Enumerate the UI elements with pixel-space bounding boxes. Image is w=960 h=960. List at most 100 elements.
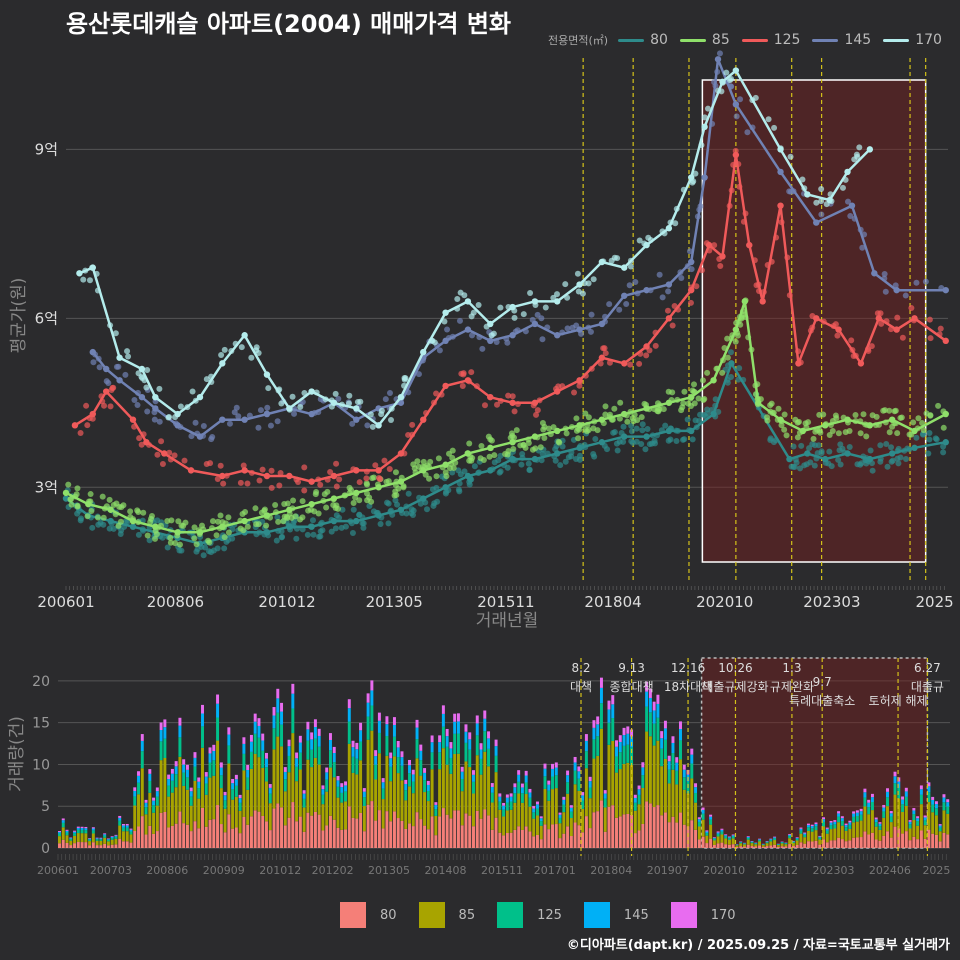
series-point-125 [732,151,740,159]
volume-bar-145 [671,742,675,754]
volume-bar-170 [95,837,99,839]
scatter-point-170 [139,374,146,381]
scatter-point-85 [906,431,913,438]
volume-bar-80 [163,811,167,848]
volume-bar-85 [532,818,536,837]
scatter-point-170 [457,289,464,296]
volume-bar-125 [859,814,863,821]
scatter-point-80 [423,506,430,513]
scatter-point-80 [457,471,464,478]
volume-bar-80 [280,807,284,848]
volume-bar-80 [611,805,615,848]
scatter-point-80 [611,429,618,436]
volume-bar-170 [633,794,637,798]
volume-bar-125 [558,817,562,824]
volume-bar-125 [276,712,280,737]
volume-bar-125 [328,750,332,768]
scatter-point-85 [469,455,476,462]
volume-bar-85 [633,810,637,834]
volume-bar-125 [603,798,607,808]
scatter-point-80 [798,442,805,449]
volume-bar-170 [934,801,938,805]
volume-bar-170 [656,694,660,704]
legend-item-label: 145 [844,32,872,48]
volume-bar-80 [799,842,803,848]
volume-bar-145 [577,771,581,779]
volume-bar-80 [73,843,77,848]
volume-bar-125 [505,802,509,811]
volume-bar-85 [231,799,235,829]
volume-bar-145 [788,834,792,837]
volume-bar-145 [99,838,103,840]
scatter-point-125 [894,314,901,321]
scatter-point-85 [315,510,322,517]
scatter-point-85 [624,418,631,425]
volume-bar-80 [731,844,735,848]
volume-bar-80 [931,833,935,848]
volume-bar-80 [216,805,220,848]
volume-bar-145 [584,740,588,752]
scatter-point-170 [542,304,549,311]
scatter-point-170 [818,198,825,205]
volume-bar-170 [91,827,95,829]
volume-bar-80 [475,810,479,848]
volume-bar-145 [159,730,163,742]
scatter-point-85 [176,541,183,548]
scatter-point-85 [602,403,609,410]
volume-bar-85 [189,805,193,832]
scatter-point-125 [600,345,607,352]
scatter-point-125 [386,465,393,472]
series-point-170 [116,354,123,361]
scatter-point-125 [652,342,659,349]
volume-bar-125 [916,821,920,826]
volume-bar-145 [204,776,208,784]
scatter-point-85 [892,407,899,414]
series-point-170 [826,196,833,204]
volume-bar-85 [513,802,517,830]
scatter-point-145 [881,270,888,277]
scatter-point-125 [533,411,540,418]
volume-bar-145 [908,821,912,825]
volume-bar-80 [686,826,690,848]
volume-bar-80 [249,816,253,848]
volume-bar-125 [302,798,306,808]
scatter-point-85 [860,411,867,418]
scatter-point-145 [235,413,242,420]
volume-legend-item-145: 145 [583,902,649,928]
volume-x-tick-label: 202303 [812,864,854,877]
volume-bar-125 [652,723,656,746]
scatter-point-85 [487,436,494,443]
series-point-80 [844,450,851,457]
scatter-point-85 [333,502,340,509]
scatter-point-145 [105,380,112,387]
volume-bar-80 [675,822,679,848]
volume-bar-170 [611,695,615,705]
series-point-125 [705,241,713,249]
volume-bar-80 [505,833,509,848]
volume-bar-85 [148,792,152,826]
scatter-point-85 [240,527,247,534]
volume-bar-145 [385,724,389,737]
legend-item-label: 170 [915,32,942,48]
volume-bar-80 [411,826,415,848]
volume-bar-85 [573,784,577,823]
volume-bar-80 [325,825,329,848]
volume-bar-125 [453,733,457,754]
volume-bar-145 [904,791,908,797]
volume-bar-170 [276,688,280,699]
volume-bar-125 [370,705,374,731]
scatter-point-80 [818,450,825,457]
volume-bar-80 [735,846,739,848]
volume-bar-125 [167,785,171,797]
volume-x-tick-label: 200601 [37,864,79,877]
volume-bar-125 [80,829,84,834]
scatter-point-170 [553,291,560,298]
scatter-point-80 [867,447,874,454]
volume-bar-145 [449,748,453,758]
volume-bar-125 [833,824,837,829]
volume-bar-80 [750,846,754,848]
volume-bar-85 [212,775,216,820]
volume-x-tick-label: 202112 [756,864,798,877]
y-tick-label: 3억 [35,478,58,496]
volume-bar-145 [746,836,750,838]
